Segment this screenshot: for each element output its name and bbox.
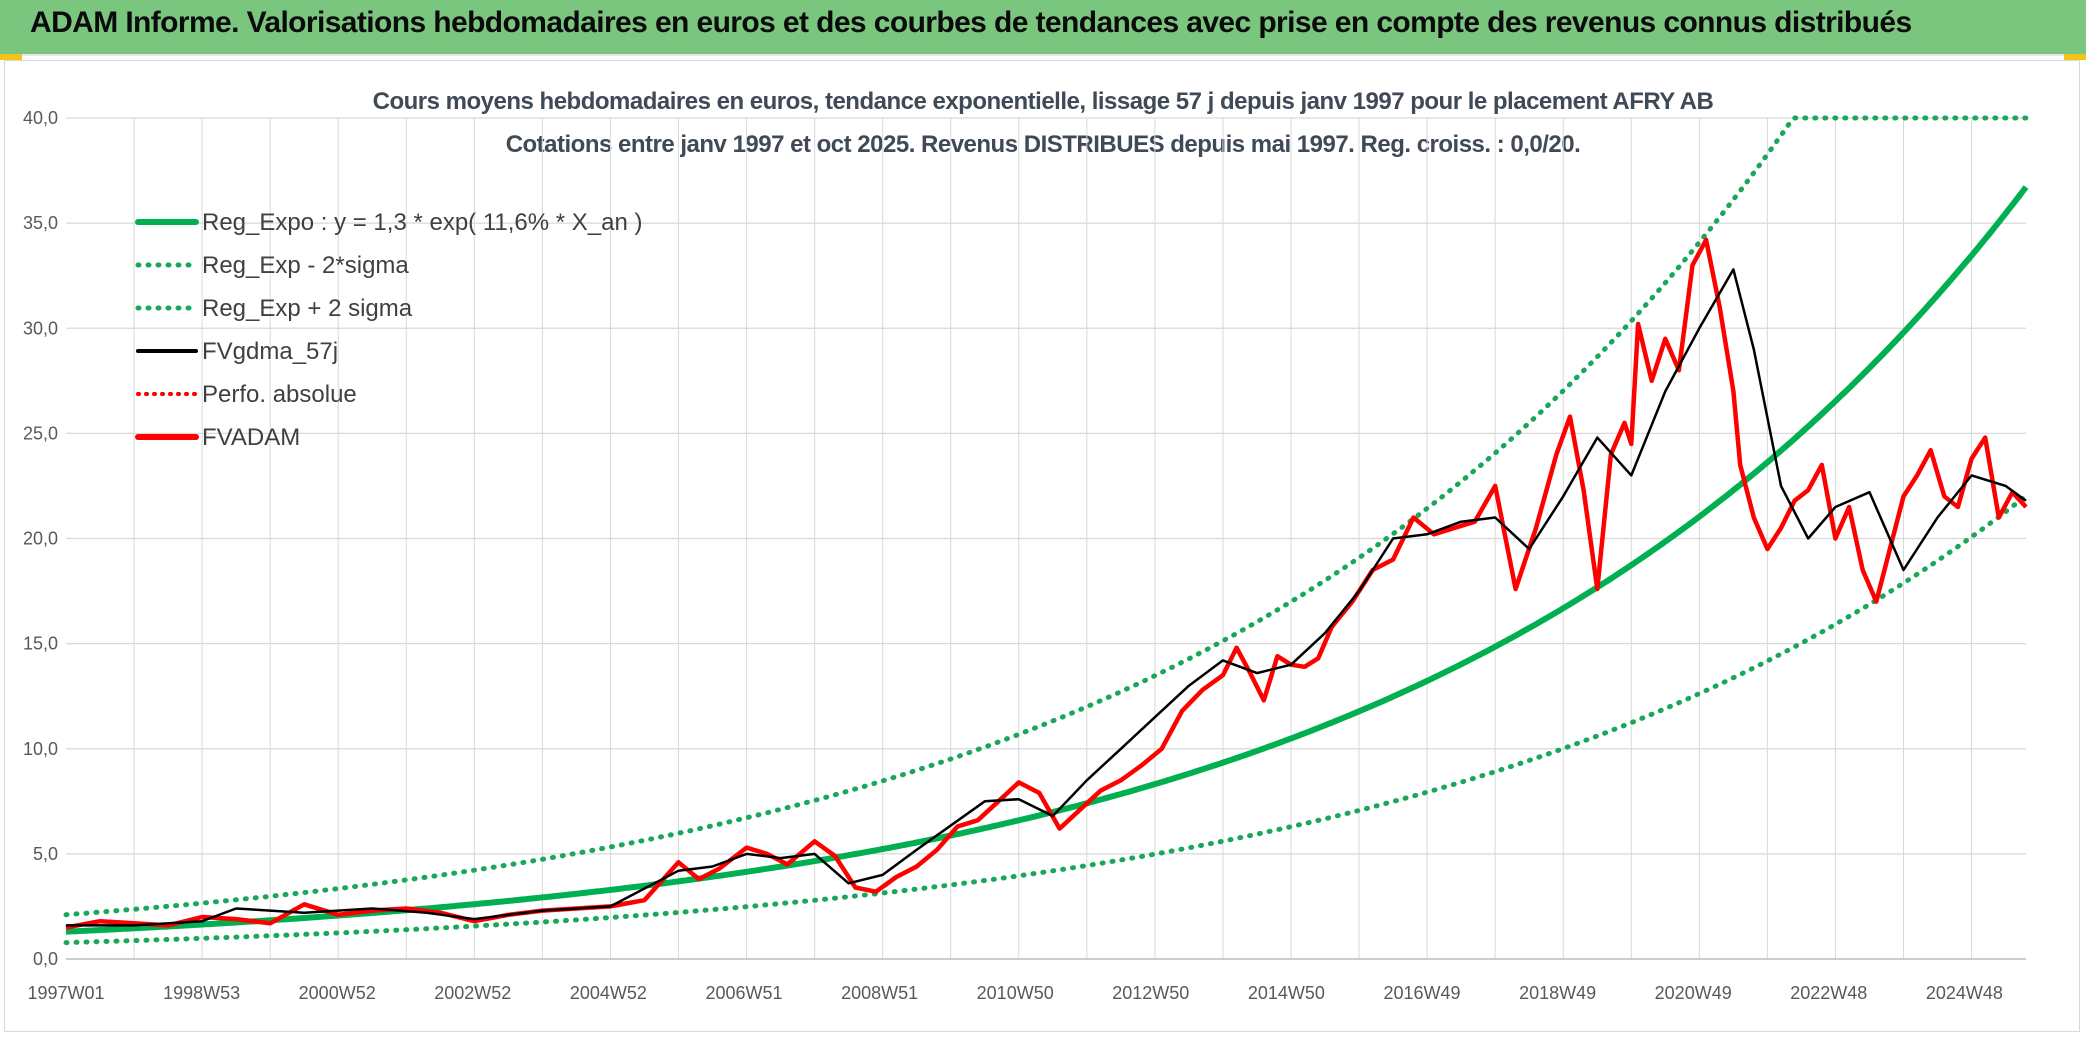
y-tick-label: 30,0	[23, 318, 58, 338]
series-lower-band	[63, 493, 2029, 946]
header-title: ADAM Informe. Valorisations hebdomadaire…	[30, 6, 1912, 39]
series-fvgdma-57j	[66, 268, 2027, 927]
chart-title: Cours moyens hebdomadaires en euros, ten…	[372, 88, 1714, 115]
series-layer	[63, 115, 2029, 946]
y-tick-label: 20,0	[23, 529, 58, 549]
chart-frame	[4, 60, 2080, 1032]
legend-label: Perfo. absolue	[202, 381, 357, 408]
corner-mark-left	[0, 54, 22, 60]
legend-label: FVgdma_57j	[202, 338, 338, 365]
x-tick-label: 2024W48	[1926, 983, 2003, 1003]
y-tick-label: 40,0	[23, 108, 58, 128]
header-bar: ADAM Informe. Valorisations hebdomadaire…	[0, 0, 2086, 56]
y-tick-label: 10,0	[23, 739, 58, 759]
y-tick-label: 25,0	[23, 423, 58, 443]
legend-label: Reg_Exp - 2*sigma	[202, 252, 409, 279]
x-tick-label: 2008W51	[841, 983, 918, 1003]
y-tick-label: 5,0	[33, 844, 58, 864]
chart-subtitle: Cotations entre janv 1997 et oct 2025. R…	[505, 131, 1581, 158]
x-tick-label: 2002W52	[434, 983, 511, 1003]
y-tick-label: 15,0	[23, 634, 58, 654]
x-tick-label: 2018W49	[1519, 983, 1596, 1003]
y-tick-label: 0,0	[33, 949, 58, 969]
series-fvadam	[65, 237, 2028, 930]
legend-label: FVADAM	[202, 424, 300, 451]
x-tick-label: 2022W48	[1790, 983, 1867, 1003]
x-tick-label: 2016W49	[1383, 983, 1460, 1003]
x-tick-label: 2014W50	[1248, 983, 1325, 1003]
series-upper-band	[63, 115, 2029, 918]
x-tick-label: 2012W50	[1112, 983, 1189, 1003]
x-tick-label: 2006W51	[705, 983, 782, 1003]
legend-label: Reg_Expo : y = 1,3 * exp( 11,6% * X_an )	[202, 209, 642, 236]
x-tick-label: 2004W52	[570, 983, 647, 1003]
legend-layer: Reg_Expo : y = 1,3 * exp( 11,6% * X_an )…	[135, 209, 642, 451]
corner-mark-right	[2064, 54, 2086, 60]
grid-layer	[66, 117, 2026, 960]
axis-layer: 0,0 5,0 10,0 15,0 20,0 25,0 30,0 35,0 40,0 1997W0…	[23, 108, 2026, 1003]
legend-label: Reg_Exp + 2 sigma	[202, 295, 413, 322]
x-tick-label: 2010W50	[977, 983, 1054, 1003]
x-tick-label: 2020W49	[1655, 983, 1732, 1003]
x-tick-label: 1997W01	[27, 983, 104, 1003]
x-tick-label: 1998W53	[163, 983, 240, 1003]
y-tick-label: 35,0	[23, 213, 58, 233]
x-tick-label: 2000W52	[299, 983, 376, 1003]
